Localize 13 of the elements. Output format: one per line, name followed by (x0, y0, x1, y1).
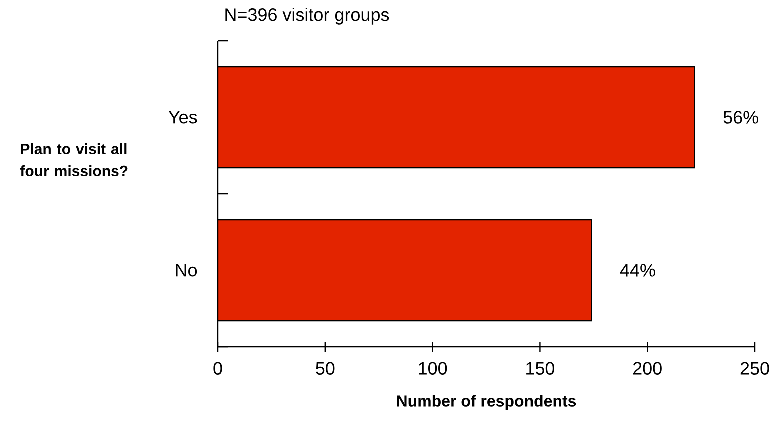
y-axis-title: Plan to visit all four missions? (20, 143, 128, 176)
y-tick-label: Yes (168, 111, 198, 124)
annotation: 56% (724, 111, 758, 124)
chart-title: N=396 visitor groups (226, 8, 390, 25)
x-tick-label: 150 (526, 362, 555, 375)
x-tick-label: 250 (740, 362, 770, 375)
x-tick-label: 50 (316, 362, 335, 375)
annotation: 44% (620, 264, 656, 277)
x-tick-label: 0 (214, 362, 222, 375)
x-tick-label: 100 (419, 362, 448, 375)
y-tick-label: No (176, 264, 198, 277)
x-axis-title: Number of respondents (397, 395, 576, 410)
x-tick-label: 200 (633, 362, 662, 375)
